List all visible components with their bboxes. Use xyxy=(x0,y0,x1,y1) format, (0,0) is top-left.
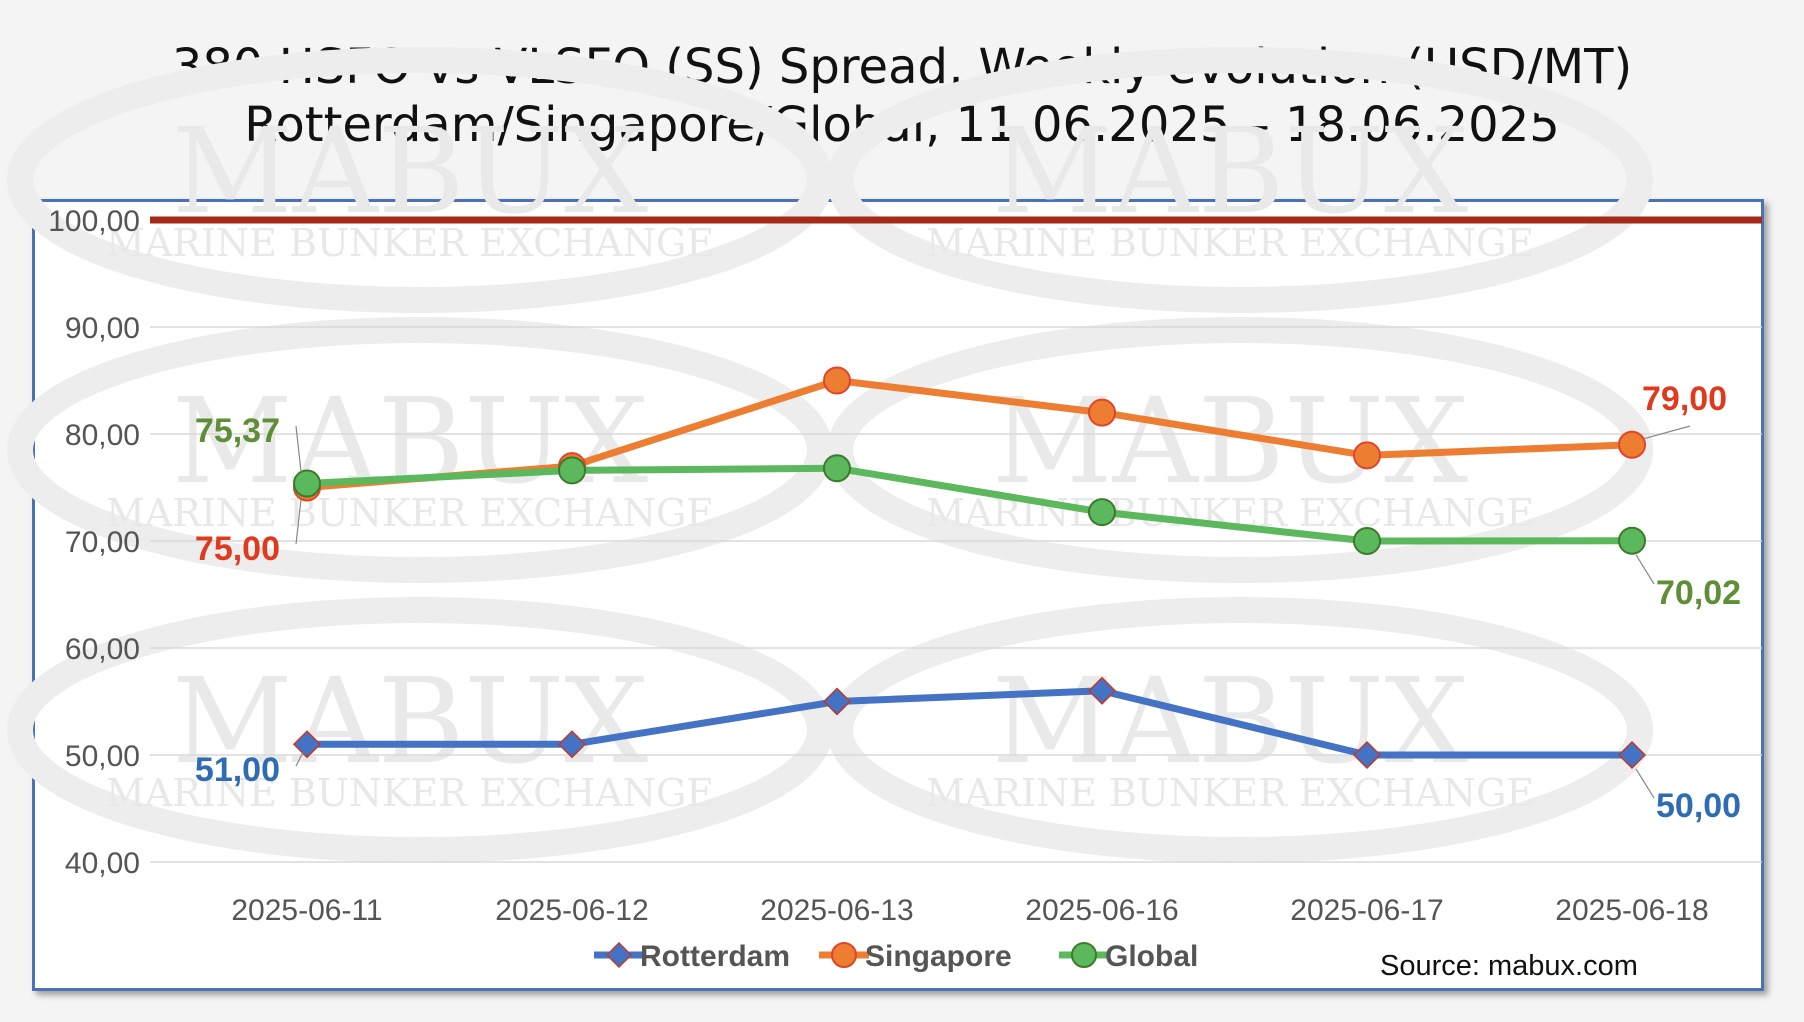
watermark-tagline: MARINE BUNKER EXCHANGE xyxy=(926,771,1534,815)
series xyxy=(292,366,1647,770)
legend-label-singapore: Singapore xyxy=(865,940,1012,973)
point-global xyxy=(293,469,321,498)
data-label-global-first: 75,37 xyxy=(195,412,280,450)
y-tick-label: 40,00 xyxy=(65,847,140,880)
watermark-swoosh xyxy=(7,317,833,583)
point-rotterdam xyxy=(1087,676,1117,705)
point-global xyxy=(1353,527,1381,555)
watermark-brand: MABUX xyxy=(992,372,1468,510)
data-label-rotterdam-first: 51,00 xyxy=(195,751,280,789)
data-labels: 75,37 75,00 51,00 79,00 70,02 50,00 xyxy=(195,380,1741,825)
x-tick-label: 2025-06-17 xyxy=(1290,894,1443,927)
y-tick-label: 90,00 xyxy=(65,312,140,345)
watermark-tagline: MARINE BUNKER EXCHANGE xyxy=(926,221,1534,265)
legend-label-global: Global xyxy=(1105,940,1198,973)
leader-line-global-first xyxy=(295,425,302,472)
leader-line-singapore-last xyxy=(1643,425,1691,440)
leader-line-rotterdam-first xyxy=(295,752,304,767)
x-tick-label: 2025-06-11 xyxy=(231,894,382,927)
watermark-tagline: MARINE BUNKER EXCHANGE xyxy=(106,491,714,535)
point-global xyxy=(1088,498,1116,527)
point-global xyxy=(558,456,586,485)
watermark-tagline: MARINE BUNKER EXCHANGE xyxy=(106,771,714,815)
watermark-swoosh xyxy=(7,47,833,313)
point-rotterdam xyxy=(1617,740,1647,770)
y-tick-label: 70,00 xyxy=(65,526,140,559)
point-rotterdam xyxy=(1352,740,1382,770)
watermark-swoosh xyxy=(7,597,833,863)
x-tick-label: 2025-06-13 xyxy=(760,894,913,927)
source-note: Source: mabux.com xyxy=(1380,950,1638,982)
legend-marker-singapore xyxy=(831,942,857,968)
series-line-global xyxy=(306,464,1633,545)
y-tick-label: 80,00 xyxy=(65,419,140,452)
point-singapore xyxy=(1088,398,1116,427)
point-global xyxy=(823,454,851,483)
x-tick-label: 2025-06-16 xyxy=(1025,894,1178,927)
watermark-tagline: MARINE BUNKER EXCHANGE xyxy=(106,221,714,265)
legend-marker-rotterdam xyxy=(605,941,633,969)
data-label-global-last: 70,02 xyxy=(1656,574,1741,612)
y-tick-label: 50,00 xyxy=(65,740,140,773)
y-tick-label: 60,00 xyxy=(65,633,140,666)
point-rotterdam xyxy=(822,687,852,716)
watermark-brand: MABUX xyxy=(172,372,648,510)
watermark-brand: MABUX xyxy=(172,652,648,790)
data-label-singapore-last: 79,00 xyxy=(1642,380,1727,418)
x-tick-label: 2025-06-18 xyxy=(1555,894,1708,927)
point-rotterdam xyxy=(557,730,587,759)
y-axis-ticks: 40,00 50,00 60,00 70,00 80,00 90,00 100,00 xyxy=(48,205,140,880)
point-singapore xyxy=(1353,441,1381,470)
point-global xyxy=(1618,526,1646,555)
legend-marker-global xyxy=(1071,942,1097,968)
legend: Rotterdam Singapore Global xyxy=(594,940,1198,973)
leader-line-global-last xyxy=(1635,554,1655,585)
watermark-swoosh xyxy=(827,597,1653,863)
series-line-rotterdam xyxy=(307,687,1632,759)
point-singapore xyxy=(823,366,851,395)
legend-label-rotterdam: Rotterdam xyxy=(640,940,790,973)
watermark-swoosh xyxy=(827,47,1653,313)
data-label-singapore-first: 75,00 xyxy=(195,530,280,568)
leader-line-rotterdam-last xyxy=(1635,768,1655,799)
x-tick-label: 2025-06-12 xyxy=(495,894,648,927)
data-label-rotterdam-last: 50,00 xyxy=(1656,787,1741,825)
point-singapore xyxy=(1618,430,1646,459)
leader-line-singapore-first xyxy=(295,499,302,545)
y-tick-label: 100,00 xyxy=(48,205,140,238)
point-rotterdam xyxy=(292,730,322,759)
x-axis-ticks: 2025-06-11 2025-06-12 2025-06-13 2025-06-16… xyxy=(231,894,1708,927)
